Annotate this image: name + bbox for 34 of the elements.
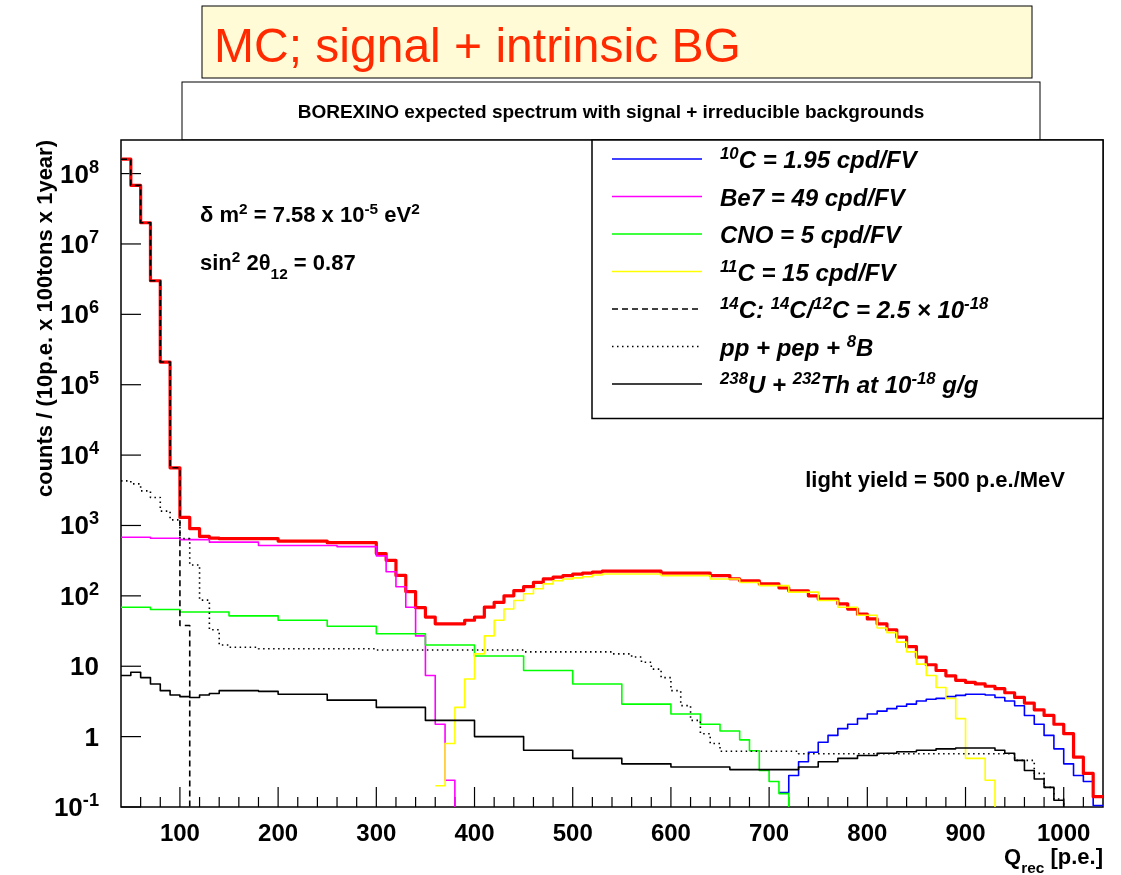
x-axis-title: Q$_{rec}$ [p.e.]	[1004, 844, 1103, 875]
legend-label: $^{14}$C: $^{14}$C/$^{12}$C = 2.5 × 10$^{-18}$	[720, 293, 990, 323]
legend-label: CNO = 5 cpd/FV	[720, 221, 903, 248]
x-tick-label: 1000	[1037, 819, 1091, 846]
legend-label: pp + pep + $^{8}$B	[719, 331, 874, 361]
legend-label: Be7 = 49 cpd/FV	[720, 183, 907, 211]
x-tick-label: 100	[159, 819, 200, 846]
y-tick-label: 10$^{3}$	[59, 508, 99, 541]
annotation: sin$^{2}$ 2θ$_{12}$ = 0.87	[200, 247, 356, 282]
annotation: light yield = 500 p.e./MeV	[805, 467, 1066, 492]
legend-label: $^{238}$U + $^{232}$Th at 10$^{-18}$ g/g	[719, 368, 979, 398]
y-tick-label: 10$^{2}$	[59, 578, 99, 611]
y-tick-label: 10$^{8}$	[59, 156, 99, 189]
x-tick-label: 500	[552, 819, 593, 846]
annotation: δ m$^{2}$ = 7.58 x 10$^{-5}$ eV$^{2}$	[200, 199, 420, 227]
y-tick-label: 10	[70, 651, 99, 682]
y-tick-label: 10$^{5}$	[59, 367, 99, 400]
y-tick-label: 10$^{-1}$	[53, 790, 99, 822]
y-tick-label: 1	[84, 721, 99, 752]
x-tick-label: 700	[749, 819, 790, 846]
y-tick-label: 10$^{7}$	[59, 226, 99, 259]
x-tick-label: 200	[258, 819, 299, 846]
y-tick-label: 10$^{6}$	[59, 297, 99, 330]
legend-label: $^{11}$C = 15 cpd/FV	[720, 256, 898, 286]
x-tick-label: 300	[356, 819, 397, 846]
legend-label: $^{10}$C = 1.95 cpd/FV	[720, 143, 919, 173]
x-tick-label: 800	[847, 819, 888, 846]
y-axis-title: counts / (10p.e. x 100tons x 1year)	[32, 140, 57, 498]
chart-title: MC; signal + intrinsic BG	[214, 19, 741, 72]
y-tick-label: 10$^{4}$	[59, 438, 100, 471]
x-tick-label: 400	[454, 819, 495, 846]
chart-subtitle: BOREXINO expected spectrum with signal + irreducible backgrounds	[297, 101, 925, 122]
x-tick-label: 900	[945, 819, 986, 846]
x-tick-label: 600	[650, 819, 691, 846]
